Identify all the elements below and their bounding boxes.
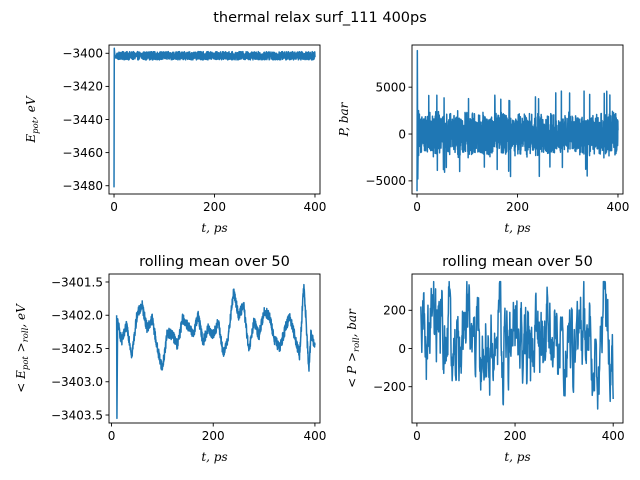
y-axis-label: P, bar xyxy=(337,101,351,137)
axes-title: rolling mean over 50 xyxy=(139,254,290,270)
x-tick-label: 200 xyxy=(203,200,226,214)
y-tick-label: −3403.0 xyxy=(51,375,103,389)
y-tick-label: −5000 xyxy=(365,174,406,188)
axes-frame xyxy=(108,44,321,195)
x-axis-label: t, ps xyxy=(504,221,530,235)
series-line xyxy=(416,49,619,192)
y-tick-label: −3403.5 xyxy=(51,408,103,422)
y-tick-label: 5000 xyxy=(375,80,406,94)
x-tick-label: 200 xyxy=(504,429,527,443)
x-axis-label: t, ps xyxy=(201,221,227,235)
x-tick-label: 0 xyxy=(108,429,116,443)
y-axis-label: Epot, eV xyxy=(24,95,41,143)
y-tick-label: 0 xyxy=(398,342,406,356)
x-tick-label: 0 xyxy=(110,200,118,214)
y-tick-label: −3401.5 xyxy=(51,275,103,289)
x-tick-label: 400 xyxy=(607,200,630,214)
rolling-pressure-panel: 0 200 400 −200 0 200 t, ps < P >roll, bar rollin… xyxy=(345,254,625,464)
rolling-energy-panel: 0 200 400 −3403.5 −3403.0 −3402.5 −3402.0 −3401… xyxy=(14,254,326,464)
y-tick-label: −3420 xyxy=(62,80,103,94)
x-axis-label: t, ps xyxy=(504,450,530,464)
x-tick-label: 200 xyxy=(506,200,529,214)
x-tick-label: 0 xyxy=(413,429,421,443)
y-tick-label: −3460 xyxy=(62,146,103,160)
x-tick-label: 0 xyxy=(413,200,421,214)
y-tick-label: −3440 xyxy=(62,113,103,127)
y-tick-label: −200 xyxy=(373,380,406,394)
y-tick-label: −3400 xyxy=(62,47,103,61)
y-tick-label: 200 xyxy=(383,304,406,318)
axes-frame xyxy=(108,273,321,424)
x-tick-label: 400 xyxy=(304,200,327,214)
series-line xyxy=(420,280,614,410)
figure-suptitle: thermal relax surf_111 400ps xyxy=(213,10,427,26)
x-axis-label: t, ps xyxy=(201,450,227,464)
y-tick-label: −3402.0 xyxy=(51,309,103,323)
series-line xyxy=(113,47,316,188)
x-tick-label: 400 xyxy=(303,429,326,443)
y-tick-label: 0 xyxy=(398,127,406,141)
y-axis-label: < Epot >roll, eV xyxy=(14,303,31,393)
energy-panel: 0 200 400 −3480 −3460 −3440 −3420 −3400 t, ps Epo… xyxy=(24,44,327,235)
y-tick-label: −3480 xyxy=(62,179,103,193)
series-line xyxy=(115,283,316,420)
pressure-panel: 0 200 400 −5000 0 5000 t, ps P, bar xyxy=(337,44,630,235)
y-tick-label: −3402.5 xyxy=(51,342,103,356)
y-axis-label: < P >roll, bar xyxy=(345,308,362,388)
x-tick-label: 400 xyxy=(602,429,625,443)
x-tick-label: 200 xyxy=(202,429,225,443)
axes-title: rolling mean over 50 xyxy=(442,254,593,270)
